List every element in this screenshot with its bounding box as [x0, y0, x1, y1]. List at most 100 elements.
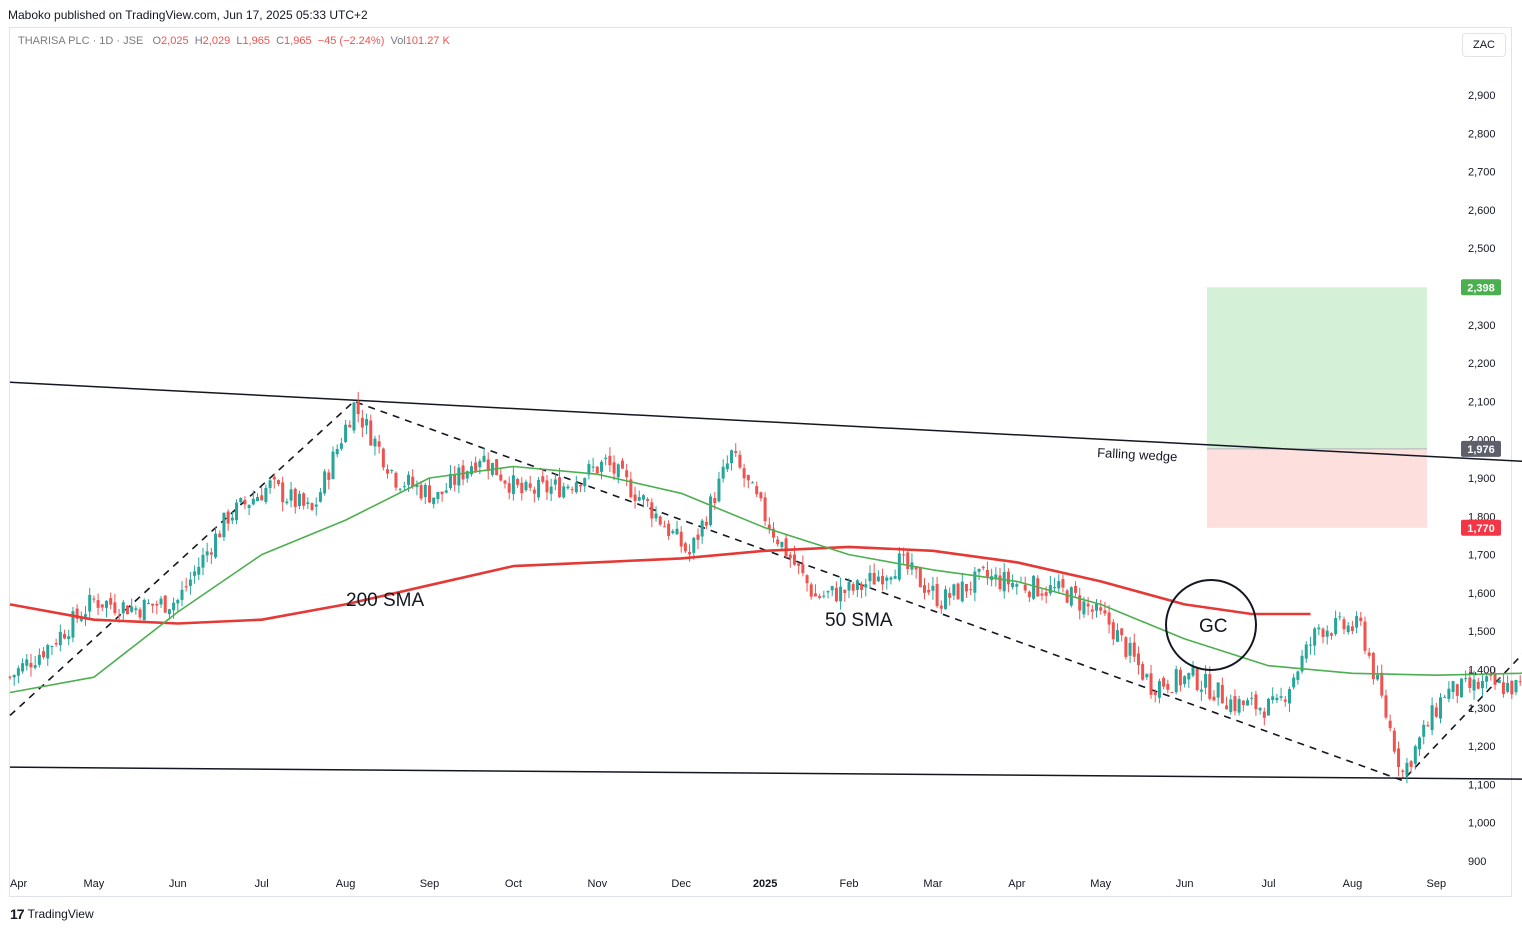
- candle-body: [696, 534, 700, 540]
- candle-body: [478, 460, 482, 468]
- candle-body: [1015, 584, 1019, 587]
- candle-body: [813, 593, 817, 597]
- candle-body: [1199, 689, 1203, 692]
- candle-body: [1422, 724, 1426, 737]
- candle-body: [809, 584, 813, 597]
- candle-body: [524, 481, 528, 491]
- candle-body: [1363, 621, 1367, 651]
- golden-cross-circle: [1165, 579, 1257, 671]
- candle-body: [474, 462, 478, 471]
- candle-body: [1506, 682, 1510, 692]
- candle-body: [964, 583, 968, 592]
- x-tick-label: Apr: [10, 878, 27, 890]
- candle-body: [1157, 681, 1161, 698]
- candle-body: [1153, 692, 1157, 696]
- candle-body: [1418, 737, 1422, 750]
- candle-body: [1136, 653, 1140, 666]
- candle-body: [579, 485, 583, 487]
- candle-body: [1451, 681, 1455, 693]
- candle-body: [222, 512, 226, 538]
- candle-body: [1384, 695, 1388, 718]
- last-price-badge: [1461, 440, 1501, 457]
- candle-body: [738, 454, 742, 468]
- candle-body: [79, 618, 83, 621]
- candle-body: [616, 464, 620, 478]
- candle-body: [675, 528, 679, 535]
- tradingview-logo-icon: 17: [10, 906, 25, 922]
- candle-body: [839, 586, 843, 602]
- candle-body: [1443, 696, 1447, 698]
- candle-body: [1048, 585, 1052, 594]
- candle-body: [1279, 696, 1283, 698]
- chart-frame: [9, 27, 1512, 897]
- candle-body: [629, 479, 633, 498]
- candle-body: [969, 589, 973, 591]
- candle-body: [751, 482, 755, 484]
- candle-body: [1434, 707, 1438, 717]
- candle-body: [75, 608, 79, 619]
- candle-body: [318, 492, 322, 502]
- candle-body: [1325, 630, 1329, 637]
- candle-body: [373, 438, 377, 447]
- candle-body: [1040, 593, 1044, 596]
- candle-body: [323, 471, 327, 494]
- candle-body: [771, 528, 775, 538]
- y-tick-label: 1,000: [1468, 818, 1496, 830]
- candle-body: [167, 609, 171, 615]
- candle-body: [734, 451, 738, 453]
- x-tick-label: Dec: [671, 878, 691, 890]
- candle-body: [1464, 678, 1468, 680]
- y-tick-label: 1,300: [1468, 703, 1496, 715]
- high-label: H: [194, 35, 203, 47]
- stop-price-badge: [1461, 519, 1501, 536]
- candle-body: [755, 486, 759, 495]
- candle-body: [612, 462, 616, 474]
- candle-body: [1409, 761, 1413, 767]
- candle-body: [386, 469, 390, 474]
- candle-body: [780, 541, 784, 547]
- candle-body: [1141, 664, 1145, 680]
- low-label: L: [236, 35, 243, 47]
- candle-body: [876, 576, 880, 582]
- candle-body: [721, 466, 725, 479]
- x-tick-label: Jul: [1261, 878, 1275, 890]
- x-tick-label: May: [84, 878, 105, 890]
- candle-body: [448, 473, 452, 489]
- candle-body: [193, 571, 197, 576]
- candle-body: [1011, 582, 1015, 588]
- candle-body: [268, 480, 272, 488]
- candle-body: [906, 552, 910, 570]
- candle-body: [457, 467, 461, 486]
- candle-body: [730, 450, 734, 464]
- candle-body: [587, 464, 591, 475]
- y-tick-label: 2,200: [1468, 358, 1496, 370]
- candle-body: [658, 516, 662, 525]
- falling-wedge-annotation: Falling wedge: [1097, 445, 1178, 464]
- x-tick-label: Apr: [1008, 878, 1025, 890]
- candle-body: [641, 495, 645, 500]
- candle-body: [130, 606, 134, 612]
- candle-body: [923, 585, 927, 593]
- candle-body: [545, 480, 549, 493]
- currency-button[interactable]: ZAC: [1462, 33, 1506, 57]
- candle-body: [205, 551, 209, 556]
- candle-body: [331, 451, 335, 480]
- candle-body: [1405, 762, 1409, 776]
- candle-body: [889, 577, 893, 580]
- candle-body: [902, 554, 906, 556]
- candle-body: [1057, 581, 1061, 589]
- candle-body: [981, 566, 985, 569]
- candle-body: [180, 589, 184, 600]
- y-tick-label: 900: [1468, 856, 1486, 868]
- candle-body: [239, 498, 243, 503]
- stop-price-badge-text: 1,770: [1467, 523, 1495, 535]
- candle-body: [1514, 680, 1518, 693]
- candle-body: [834, 587, 838, 602]
- x-tick-label: Mar: [923, 878, 942, 890]
- candle-body: [461, 465, 465, 480]
- target-price-badge-text: 2,398: [1467, 282, 1495, 294]
- candle-body: [499, 474, 503, 481]
- candle-body: [235, 502, 239, 521]
- candle-body: [398, 488, 402, 490]
